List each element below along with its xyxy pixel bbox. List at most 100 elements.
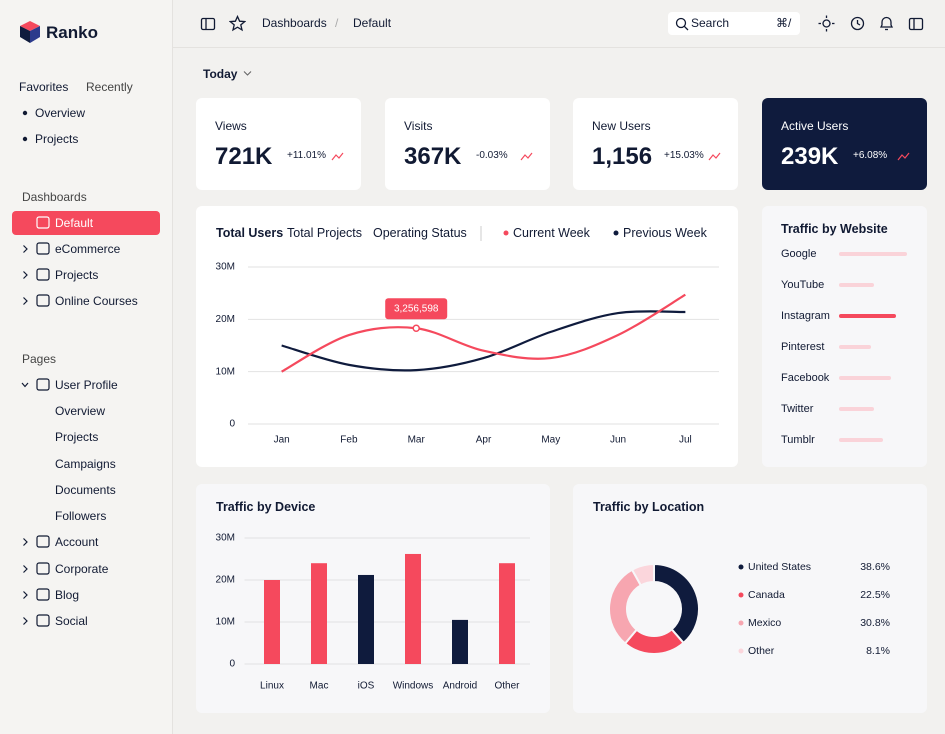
logo-icon bbox=[20, 21, 40, 43]
sidebar-tab[interactable]: Favorites bbox=[19, 80, 69, 94]
website-label: Pinterest bbox=[781, 341, 825, 353]
website-label: Tumblr bbox=[781, 434, 815, 446]
bullet bbox=[22, 110, 28, 116]
stat-label: Visits bbox=[404, 119, 433, 133]
tooltip-bg bbox=[385, 298, 448, 320]
x-tick-label: Other bbox=[494, 681, 520, 692]
breadcrumb[interactable]: Dashboards bbox=[262, 16, 327, 30]
search-icon bbox=[675, 17, 689, 31]
star-icon[interactable] bbox=[229, 15, 246, 32]
bar bbox=[264, 580, 280, 664]
period-chevron[interactable] bbox=[243, 70, 252, 77]
nav-item[interactable]: Default bbox=[55, 216, 94, 230]
x-tick-label: Jan bbox=[274, 435, 290, 446]
stat-value: 239K bbox=[781, 143, 839, 170]
website-label: Google bbox=[781, 248, 817, 260]
legend-label[interactable]: Previous Week bbox=[623, 226, 707, 240]
chart-tab[interactable]: Operating Status bbox=[373, 226, 467, 240]
card-title: Traffic by Device bbox=[216, 500, 316, 514]
legend-label: Mexico bbox=[748, 617, 782, 629]
search-box[interactable] bbox=[668, 12, 800, 35]
legend-label: Other bbox=[748, 645, 775, 657]
nav-item[interactable]: Overview bbox=[35, 106, 86, 120]
panel-toggle[interactable] bbox=[908, 16, 924, 32]
chart-tab[interactable]: Total Projects bbox=[287, 226, 363, 240]
website-card bbox=[762, 206, 927, 467]
nav-item[interactable]: Projects bbox=[55, 268, 99, 282]
nav-subitem[interactable]: Documents bbox=[55, 483, 116, 497]
chevron bbox=[23, 538, 28, 546]
period-select[interactable]: Today bbox=[203, 67, 238, 81]
breadcrumb: Default bbox=[353, 16, 392, 30]
item-icon bbox=[36, 535, 50, 548]
chevron bbox=[23, 591, 28, 599]
item-icon bbox=[36, 216, 50, 229]
y-tick-label: 20M bbox=[216, 575, 235, 586]
bar bbox=[358, 574, 374, 664]
stat-change: -0.03% bbox=[476, 150, 508, 161]
bar bbox=[405, 553, 421, 664]
chevron bbox=[23, 617, 28, 625]
bar bbox=[452, 619, 468, 664]
stat-change: +15.03% bbox=[664, 150, 704, 161]
search-placeholder[interactable]: Search bbox=[691, 16, 730, 30]
nav-subitem[interactable]: Projects bbox=[55, 430, 99, 444]
x-tick-label: Jul bbox=[679, 435, 692, 446]
nav-item[interactable]: Social bbox=[55, 614, 88, 628]
stat-card bbox=[196, 98, 361, 190]
item-icon bbox=[36, 242, 50, 255]
x-tick-label: Jun bbox=[610, 435, 626, 446]
legend-label[interactable]: Current Week bbox=[513, 226, 590, 240]
chevron bbox=[21, 382, 29, 388]
nav-subitem[interactable]: Followers bbox=[55, 509, 107, 523]
y-tick-label: 10M bbox=[216, 617, 235, 628]
sidebar-toggle[interactable] bbox=[200, 16, 216, 32]
x-tick-label: Feb bbox=[340, 435, 358, 446]
bell-icon[interactable] bbox=[878, 15, 895, 32]
nav-item[interactable]: eCommerce bbox=[55, 242, 121, 256]
search-shortcut: ⌘/ bbox=[776, 16, 792, 30]
y-tick-label: 0 bbox=[229, 419, 235, 430]
nav-item[interactable]: Account bbox=[55, 535, 99, 549]
nav-item[interactable]: Online Courses bbox=[55, 294, 138, 308]
theme-icon[interactable] bbox=[818, 15, 835, 32]
chart-tab[interactable]: Total Users bbox=[216, 226, 284, 240]
legend-dot bbox=[613, 230, 619, 236]
nav-subitem[interactable]: Campaigns bbox=[55, 457, 116, 471]
item-icon bbox=[36, 268, 50, 281]
x-tick-label: Linux bbox=[260, 681, 284, 692]
nav-item[interactable]: Blog bbox=[55, 588, 80, 602]
sidebar-tab[interactable]: Recently bbox=[86, 80, 133, 94]
chevron bbox=[23, 245, 28, 253]
y-tick-label: 30M bbox=[216, 533, 235, 544]
legend-dot bbox=[738, 620, 744, 626]
y-tick-label: 30M bbox=[216, 262, 235, 273]
x-tick-label: Android bbox=[443, 681, 477, 692]
website-bar bbox=[839, 283, 874, 287]
topbar bbox=[173, 0, 945, 48]
chevron bbox=[23, 271, 28, 279]
x-tick-label: Apr bbox=[476, 435, 492, 446]
legend-dot bbox=[503, 230, 509, 236]
tooltip-point bbox=[412, 324, 420, 332]
nav-subitem[interactable]: Overview bbox=[55, 404, 106, 418]
donut-slice bbox=[630, 562, 655, 587]
section-heading: Dashboards bbox=[22, 190, 87, 204]
stat-change: +11.01% bbox=[287, 150, 327, 161]
value-label: 22.5% bbox=[860, 589, 890, 601]
legend-label: United States bbox=[748, 561, 812, 573]
website-bar bbox=[839, 252, 907, 256]
website-label: Twitter bbox=[781, 403, 814, 415]
stat-label: New Users bbox=[592, 119, 651, 133]
item-icon bbox=[36, 588, 50, 601]
stat-label: Views bbox=[215, 119, 247, 133]
history-icon[interactable] bbox=[849, 15, 866, 32]
nav-item[interactable]: User Profile bbox=[55, 378, 118, 392]
line-series bbox=[281, 293, 686, 373]
nav-item[interactable]: Corporate bbox=[55, 562, 109, 576]
nav-item[interactable]: Projects bbox=[35, 132, 79, 146]
sidebar bbox=[0, 0, 173, 734]
trend-icon bbox=[708, 152, 721, 161]
